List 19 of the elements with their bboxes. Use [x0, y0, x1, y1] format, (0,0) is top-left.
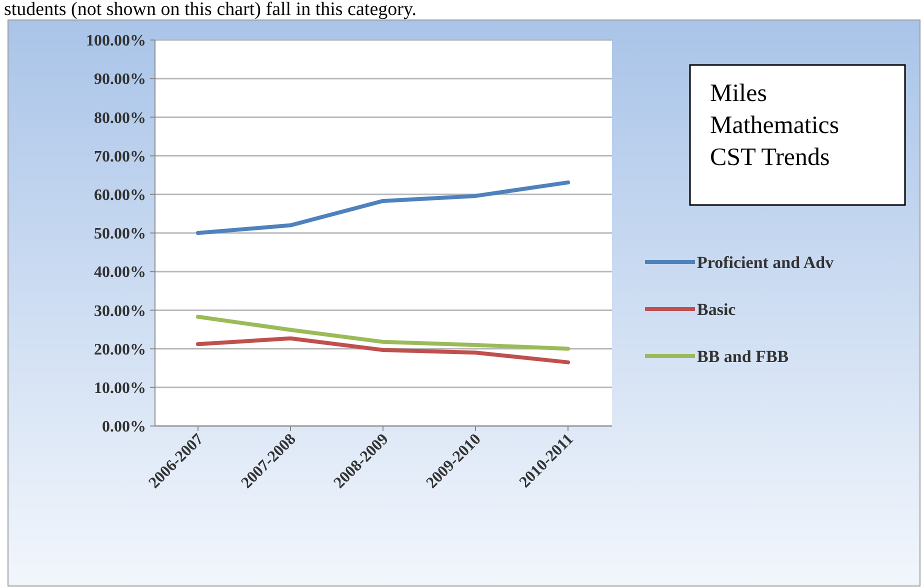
legend-label: Proficient and Adv	[697, 252, 834, 272]
legend-label: BB and FBB	[697, 346, 789, 366]
y-tick-label: 60.00%	[94, 187, 146, 204]
legend-label: Basic	[697, 300, 736, 319]
y-tick-label: 70.00%	[94, 148, 146, 166]
y-tick-label: 0.00%	[102, 418, 146, 436]
line-series	[196, 336, 570, 364]
y-tick-label: 100.00%	[86, 32, 146, 50]
line-series	[196, 314, 570, 351]
line-series	[196, 180, 570, 235]
y-tick-label: 30.00%	[94, 302, 146, 320]
text: students (not shown on this chart) fall in this category.	[4, 0, 416, 20]
text: Miles Mathematics CST Trends	[710, 80, 840, 171]
y-tick-label: 10.00%	[94, 380, 146, 397]
y-tick-label: 50.00%	[94, 226, 146, 243]
y-tick-label: 90.00%	[94, 71, 146, 88]
y-tick-label: 20.00%	[94, 341, 146, 358]
y-tick-label: 40.00%	[94, 264, 146, 282]
y-tick-label: 80.00%	[94, 110, 146, 127]
